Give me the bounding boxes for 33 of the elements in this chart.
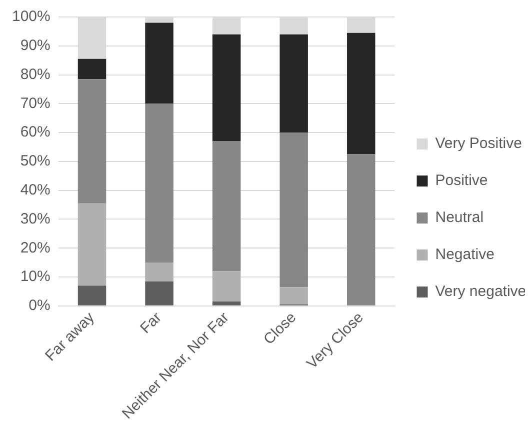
bar bbox=[212, 34, 241, 142]
bar bbox=[145, 104, 174, 263]
bar bbox=[346, 154, 376, 306]
y-tick-label: 10% bbox=[20, 268, 50, 286]
bar bbox=[280, 34, 308, 133]
y-tick-label: 80% bbox=[20, 66, 50, 83]
bar bbox=[280, 287, 308, 304]
bar bbox=[212, 141, 241, 272]
legend-label: Positive bbox=[435, 172, 488, 190]
bar bbox=[212, 271, 241, 302]
legend-label: Neutral bbox=[435, 209, 484, 226]
bar bbox=[78, 286, 106, 306]
y-tick-label: 0% bbox=[28, 297, 50, 314]
y-tick-label: 40% bbox=[20, 181, 50, 198]
bar bbox=[145, 262, 174, 282]
bar bbox=[280, 132, 308, 288]
y-tick-label: 100% bbox=[12, 8, 50, 26]
legend-label: Negative bbox=[435, 246, 494, 264]
y-tick-label: 30% bbox=[20, 210, 50, 228]
bar bbox=[78, 79, 106, 204]
y-tick-label: 50% bbox=[20, 152, 50, 170]
y-tick-label: 20% bbox=[20, 239, 50, 256]
bar bbox=[145, 22, 174, 104]
bar bbox=[346, 32, 376, 154]
bar bbox=[145, 281, 174, 306]
x-tick-label: Far bbox=[137, 308, 166, 337]
legend-label: Very Positive bbox=[435, 135, 522, 152]
y-tick-label: 90% bbox=[20, 37, 50, 54]
y-tick-label: 60% bbox=[20, 124, 50, 141]
y-tick-label: 70% bbox=[20, 94, 50, 112]
bar bbox=[78, 58, 106, 80]
bar bbox=[78, 203, 106, 286]
bar bbox=[212, 302, 241, 306]
